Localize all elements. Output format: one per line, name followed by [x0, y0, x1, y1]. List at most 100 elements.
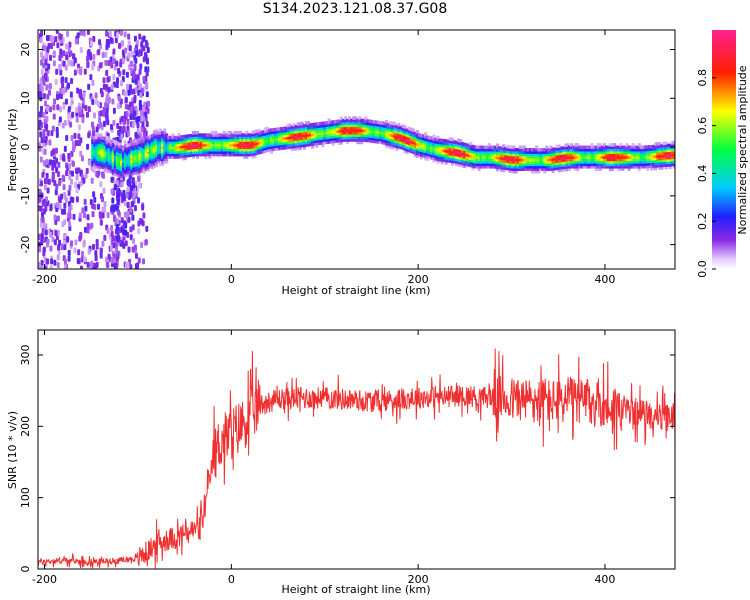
heatmap-cell — [346, 133, 350, 137]
heatmap-cell — [341, 131, 345, 135]
heatmap-cell — [483, 157, 487, 162]
heatmap-cell — [136, 158, 140, 162]
heatmap-cell — [105, 165, 109, 169]
heatmap-cell — [514, 150, 518, 154]
heatmap-cell — [559, 151, 563, 155]
heatmap-cell — [633, 152, 637, 157]
heatmap-cell — [479, 162, 483, 167]
heatmap-cell — [607, 152, 611, 157]
heatmap-cell — [95, 148, 99, 152]
heatmap-cell — [621, 165, 625, 169]
heatmap-cell — [198, 138, 202, 142]
heatmap-cell — [42, 93, 46, 100]
heatmap-cell — [319, 129, 323, 133]
heatmap-cell — [502, 166, 506, 170]
heatmap-cell — [530, 160, 534, 164]
heatmap-cell — [267, 143, 271, 147]
heatmap-cell — [228, 148, 232, 152]
heatmap-cell — [228, 150, 232, 154]
heatmap-cell — [370, 139, 374, 143]
heatmap-cell — [91, 150, 95, 154]
heatmap-cell — [389, 125, 393, 130]
heatmap-cell — [69, 50, 73, 57]
heatmap-cell — [126, 146, 130, 150]
heatmap-cell — [56, 229, 60, 236]
heatmap-cell — [391, 126, 395, 130]
heatmap-cell — [311, 144, 315, 149]
heatmap-cell — [261, 135, 265, 139]
heatmap-cell — [116, 103, 120, 110]
heatmap-cell — [343, 126, 347, 130]
heatmap-cell — [358, 123, 362, 128]
heatmap-cell — [206, 140, 210, 145]
heatmap-cell — [335, 131, 339, 136]
heatmap-cell — [633, 155, 637, 159]
heatmap-y-axis-label: Frequency (Hz) — [6, 109, 19, 192]
heatmap-cell — [111, 166, 115, 170]
heatmap-cell — [565, 148, 569, 152]
heatmap-cell — [500, 166, 504, 170]
heatmap-cell — [372, 127, 376, 131]
heatmap-cell — [181, 152, 185, 156]
heatmap-cell — [175, 150, 179, 154]
heatmap-cell — [117, 171, 121, 176]
heatmap-cell — [284, 126, 288, 130]
heatmap-cell — [389, 135, 393, 140]
heatmap-x-axis-label: Height of straight line (km) — [281, 284, 430, 297]
heatmap-cell — [576, 148, 580, 152]
heatmap-cell — [604, 145, 608, 150]
heatmap-cell — [140, 153, 144, 158]
heatmap-cell — [533, 152, 537, 157]
heatmap-cell — [189, 138, 193, 143]
heatmap-cell — [118, 43, 122, 50]
heatmap-cell — [524, 157, 528, 162]
heatmap-cell — [602, 145, 606, 150]
heatmap-cell — [417, 143, 421, 147]
heatmap-cell — [298, 134, 302, 138]
heatmap-cell — [463, 145, 467, 149]
heatmap-cell — [208, 133, 212, 137]
heatmap-cell — [473, 147, 477, 152]
heatmap-cell — [395, 129, 399, 134]
heatmap-cell — [582, 157, 586, 162]
heatmap-cell — [82, 239, 86, 246]
heatmap-cell — [163, 138, 167, 142]
heatmap-cell — [411, 135, 415, 140]
heatmap-cell — [358, 121, 362, 125]
heatmap-cell — [41, 45, 45, 52]
heatmap-cell — [454, 157, 458, 162]
heatmap-cell — [282, 143, 286, 148]
heatmap-cell — [652, 164, 656, 168]
heatmap-cell — [38, 261, 42, 268]
heatmap-cell — [518, 155, 522, 159]
heatmap-cell — [161, 130, 165, 135]
heatmap-cell — [142, 138, 146, 142]
heatmap-cell — [132, 144, 136, 149]
heatmap-cell — [104, 59, 108, 66]
heatmap-cell — [496, 158, 500, 162]
heatmap-cell — [496, 153, 500, 157]
heatmap-cell — [337, 121, 341, 126]
heatmap-cell — [422, 134, 426, 138]
heatmap-cell — [633, 165, 637, 169]
heatmap-cell — [578, 155, 582, 159]
heatmap-cell — [487, 145, 491, 150]
heatmap-cell — [97, 160, 101, 164]
heatmap-cell — [216, 135, 220, 140]
heatmap-cell — [99, 140, 103, 145]
heatmap-cell — [617, 157, 621, 162]
heatmap-cell — [432, 156, 436, 161]
heatmap-cell — [654, 147, 658, 151]
heatmap-cell — [119, 61, 123, 68]
heatmap-cell — [70, 60, 74, 67]
heatmap-cell — [167, 152, 171, 157]
heatmap-cell — [446, 141, 450, 146]
heatmap-cell — [514, 165, 518, 169]
heatmap-cell — [563, 146, 567, 150]
heatmap-cell — [395, 134, 399, 139]
heatmap-cell — [106, 211, 110, 218]
heatmap-cell — [165, 155, 169, 159]
heatmap-cell — [565, 162, 569, 167]
heatmap-cell — [115, 158, 119, 162]
heatmap-cell — [588, 150, 592, 154]
